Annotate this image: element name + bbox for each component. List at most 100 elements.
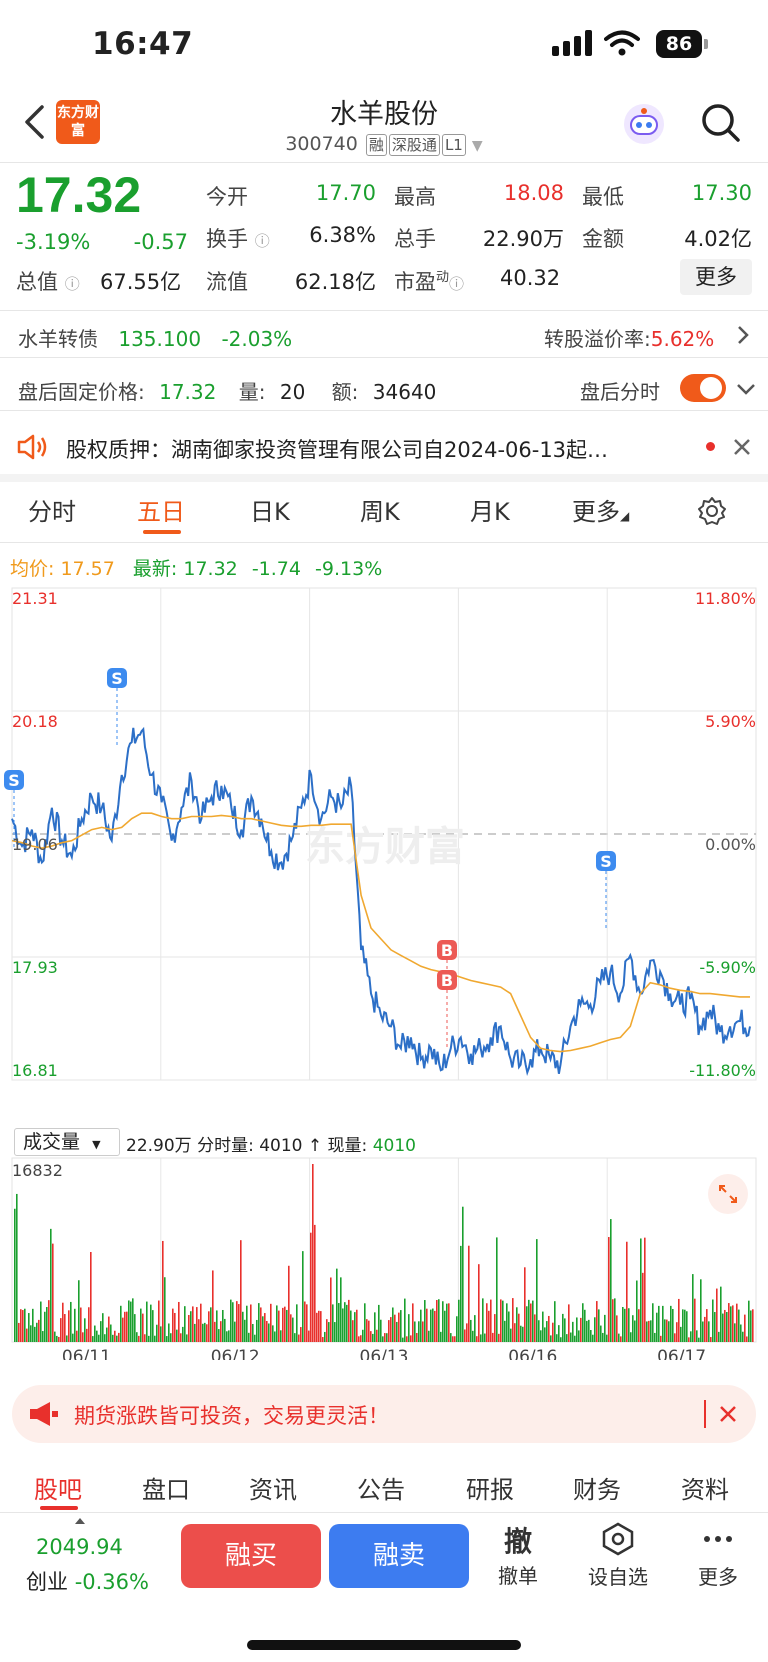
- volume-bar: [602, 1332, 604, 1342]
- volume-bar: [634, 1320, 636, 1342]
- notice-text[interactable]: 股权质押：湖南御家投资管理有限公司自2024-06-13起…: [66, 438, 609, 462]
- volume-bar: [458, 1299, 460, 1342]
- promo-banner[interactable]: [12, 1385, 756, 1443]
- volume-bar: [306, 1304, 308, 1342]
- volume-bar: [614, 1298, 616, 1342]
- volume-bar: [652, 1303, 654, 1342]
- btab-finance[interactable]: 财务: [573, 1476, 621, 1504]
- volume-bar: [138, 1335, 140, 1342]
- close-icon[interactable]: [718, 1404, 738, 1424]
- five-day-chart[interactable]: 东方财富 S S BB S 21.31 11.80% 20.18 5.90% 19.06 0.0…: [0, 580, 768, 1360]
- volume-bar: [118, 1332, 120, 1342]
- volume-bar: [324, 1331, 326, 1342]
- btab-announcements[interactable]: 公告: [357, 1476, 405, 1504]
- volume-bar: [528, 1299, 530, 1342]
- volume-bar: [36, 1322, 38, 1342]
- bond-price: 135.100: [118, 327, 202, 351]
- chevron-down-icon[interactable]: [736, 382, 756, 396]
- volume-bar: [668, 1321, 670, 1342]
- y2-tick-label: 0.00%: [705, 835, 756, 854]
- volume-bar: [440, 1331, 442, 1342]
- volume-bar: [584, 1309, 586, 1342]
- volume-bar: [228, 1330, 230, 1342]
- volume-bar: [418, 1321, 420, 1342]
- volume-bar: [212, 1270, 214, 1342]
- gear-icon[interactable]: [697, 496, 727, 526]
- volume-bar: [244, 1319, 246, 1342]
- volume-bar: [80, 1307, 82, 1342]
- index-change: -0.36%: [74, 1570, 149, 1594]
- volume-bar: [56, 1335, 58, 1342]
- search-icon[interactable]: [700, 102, 742, 144]
- float-value: 62.18亿: [294, 270, 376, 294]
- volume-bar: [558, 1325, 560, 1342]
- tab-monthly-k[interactable]: 月K: [470, 498, 510, 526]
- margin-sell-button[interactable]: 融卖: [329, 1524, 469, 1588]
- more-dots-icon: [704, 1536, 732, 1542]
- tab-daily-k[interactable]: 日K: [250, 498, 290, 526]
- pe-label[interactable]: 市盈动ⓘ: [394, 270, 465, 294]
- volume-bar: [186, 1334, 188, 1342]
- volume-bar: [544, 1327, 546, 1342]
- volume-bar: [370, 1331, 372, 1342]
- indicator-selector[interactable]: 成交量 ▼: [14, 1128, 120, 1156]
- more-quote-button[interactable]: 更多: [680, 259, 752, 295]
- volume-bar: [98, 1334, 100, 1342]
- tag-connect: 深股通: [388, 134, 440, 156]
- tab-weekly-k[interactable]: 周K: [360, 498, 400, 526]
- volume-bar: [690, 1331, 692, 1342]
- cancel-order-button[interactable]: 撤 撤单: [478, 1520, 558, 1589]
- volume-bar: [22, 1310, 24, 1342]
- volume-bar: [282, 1307, 284, 1342]
- bond-row[interactable]: 水羊转债 135.100 -2.03%: [18, 323, 758, 367]
- more-actions-button[interactable]: 更多: [678, 1522, 758, 1590]
- robot-assistant-icon[interactable]: [622, 102, 666, 146]
- btab-profile[interactable]: 资料: [681, 1476, 729, 1504]
- volume-bar: [294, 1333, 296, 1342]
- volume-bar: [278, 1310, 280, 1342]
- volume-bar: [122, 1317, 124, 1342]
- volume-bar: [410, 1335, 412, 1342]
- stock-code-row[interactable]: 300740 融深股通 L1 ▼: [0, 133, 768, 156]
- volume-bar: [606, 1334, 608, 1342]
- volume-bar: [368, 1320, 370, 1342]
- index-row[interactable]: 创业 -0.36%: [26, 1566, 149, 1596]
- btab-orderbook[interactable]: 盘口: [142, 1476, 190, 1504]
- tab-five-day[interactable]: 五日: [137, 498, 185, 526]
- close-icon[interactable]: [732, 437, 752, 457]
- volume-bar: [298, 1334, 300, 1342]
- index-value[interactable]: 2049.94: [36, 1535, 123, 1559]
- volume-bar: [210, 1307, 212, 1342]
- volume-bar: [352, 1320, 354, 1342]
- volume-bar: [408, 1314, 410, 1342]
- tab-intraday[interactable]: 分时: [28, 498, 76, 526]
- volume-bar: [484, 1333, 486, 1342]
- volume-bar: [662, 1305, 664, 1342]
- unread-dot: [706, 442, 715, 451]
- y2-tick-label: 5.90%: [705, 712, 756, 731]
- logo-text: 东方财富: [57, 105, 99, 139]
- afterhours-row: 盘后固定价格: 17.32 量: 20 额: 34640: [18, 376, 436, 405]
- back-icon[interactable]: [22, 104, 46, 140]
- tab-more[interactable]: 更多◢: [572, 498, 630, 526]
- turnover-label[interactable]: 换手 ⓘ: [206, 227, 270, 251]
- mktcap-label[interactable]: 总值 ⓘ: [16, 270, 80, 294]
- volume-bar: [414, 1321, 416, 1342]
- btab-forum[interactable]: 股吧: [34, 1476, 82, 1504]
- volume-value: 22.90万: [482, 227, 564, 251]
- volume-bar: [38, 1319, 40, 1342]
- float-label: 流值: [206, 270, 248, 294]
- volume-bar: [698, 1337, 700, 1342]
- volume-bar: [420, 1309, 422, 1342]
- btab-research[interactable]: 研报: [466, 1476, 514, 1504]
- volume-bar: [180, 1333, 182, 1342]
- volume-bar: [430, 1309, 432, 1342]
- volume-bar: [378, 1304, 380, 1342]
- volume-bar: [620, 1336, 622, 1342]
- volume-bar: [314, 1224, 316, 1342]
- expand-chart-button[interactable]: [708, 1174, 748, 1214]
- add-watchlist-button[interactable]: 设自选: [578, 1522, 658, 1590]
- volume-bar: [360, 1335, 362, 1342]
- margin-buy-button[interactable]: 融买: [181, 1524, 321, 1588]
- btab-news[interactable]: 资讯: [249, 1476, 297, 1504]
